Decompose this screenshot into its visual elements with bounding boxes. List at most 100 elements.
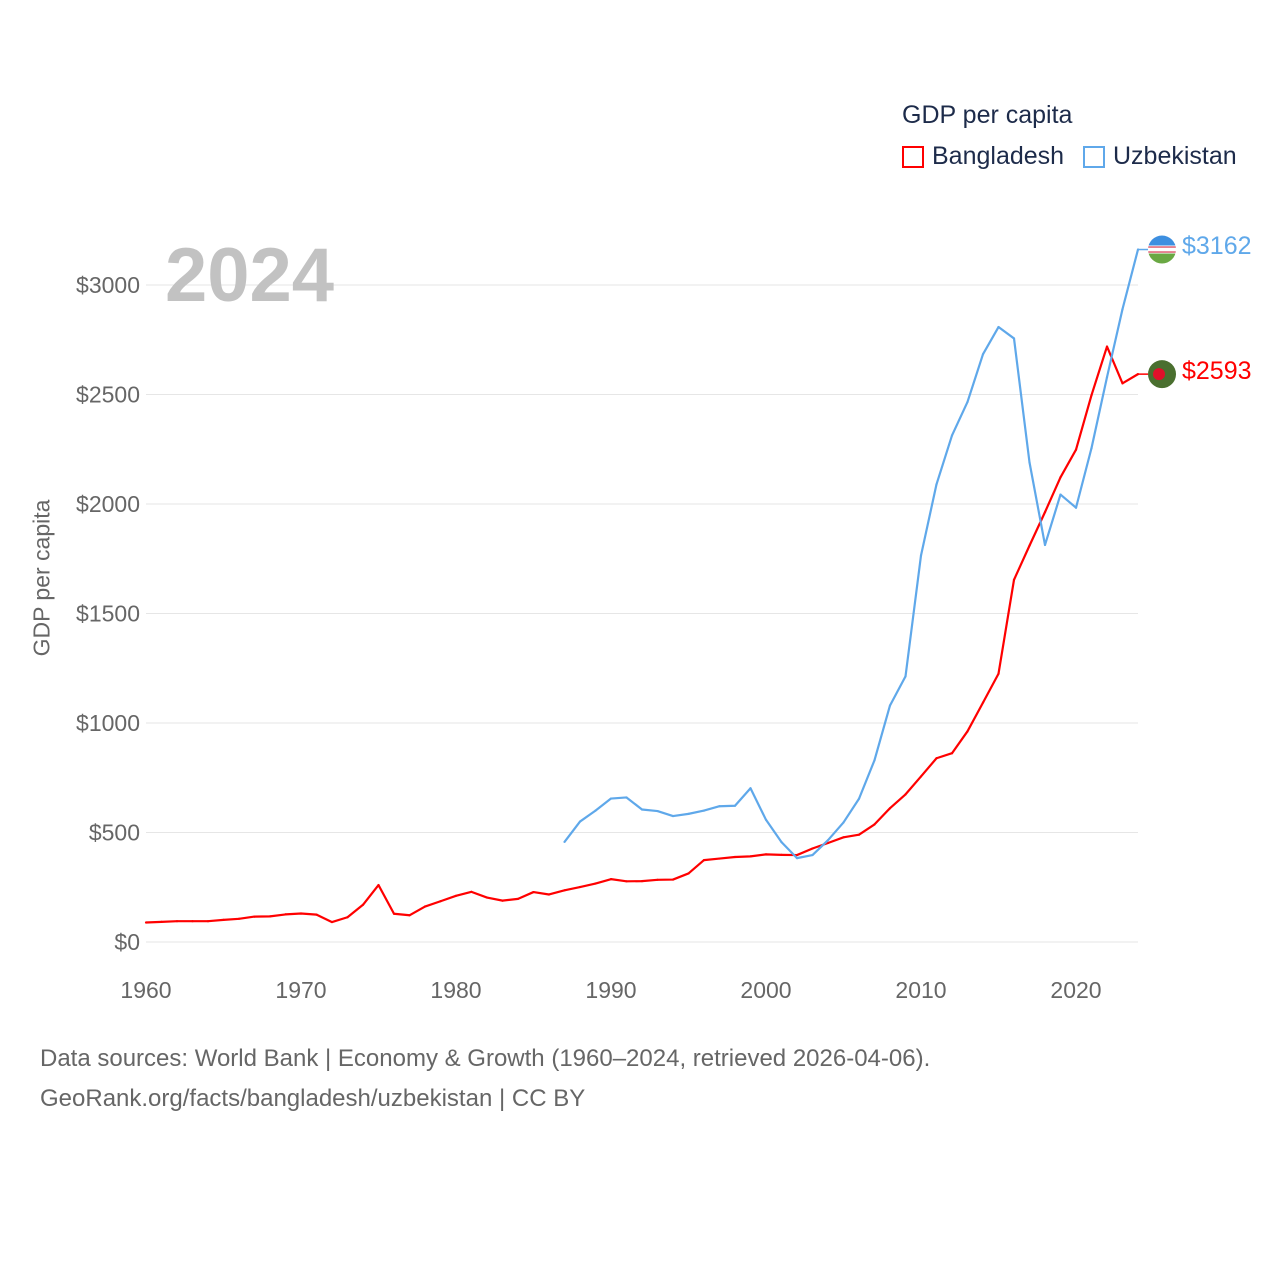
data-point (423, 905, 427, 908)
data-point (811, 853, 814, 857)
data-point (687, 872, 690, 875)
data-point (206, 920, 210, 923)
data-point (1121, 382, 1124, 385)
data-point (671, 814, 675, 818)
data-point (640, 880, 644, 883)
flag-stripe (1148, 253, 1176, 264)
data-point (656, 809, 659, 813)
data-point (780, 841, 783, 844)
data-point (144, 921, 148, 924)
x-tick-label: 1980 (430, 977, 481, 1003)
uzbekistan-flag-icon (1148, 235, 1176, 246)
legend-label: Bangladesh (932, 142, 1065, 170)
data-point (253, 915, 256, 918)
data-point (671, 878, 675, 881)
x-tick-label: 1970 (275, 977, 326, 1003)
data-point (966, 730, 969, 733)
data-point (1028, 544, 1031, 547)
data-point (501, 899, 504, 902)
y-tick-label: $2500 (76, 382, 140, 408)
x-tick-label: 2000 (740, 977, 791, 1003)
data-point (749, 855, 752, 858)
data-point (1059, 493, 1062, 496)
data-point (609, 878, 613, 881)
data-point (284, 913, 287, 916)
data-point (795, 857, 799, 860)
data-point (361, 903, 365, 906)
data-point (330, 920, 334, 924)
legend-item-uzbekistan[interactable]: Uzbekistan (1083, 142, 1237, 171)
data-point (1028, 461, 1031, 464)
y-tick-label: $2000 (76, 491, 140, 517)
data-point (547, 893, 551, 896)
end-label-uzbekistan: $3162 (1182, 232, 1252, 260)
data-point (594, 809, 597, 812)
data-point (1012, 578, 1016, 581)
data-point (578, 885, 582, 889)
data-point (857, 797, 861, 800)
data-point (904, 675, 907, 678)
data-point (919, 775, 923, 778)
data-point (733, 855, 737, 859)
x-tick-label: 1990 (585, 977, 636, 1003)
flag-disc (1153, 368, 1165, 381)
data-point (950, 434, 954, 437)
data-point (268, 915, 272, 918)
series-line-bangladesh (145, 345, 1139, 924)
data-point (408, 914, 411, 917)
data-point (1059, 476, 1062, 479)
data-point (997, 672, 1000, 675)
data-point (1105, 376, 1109, 379)
current-year-label: 2024 (165, 233, 335, 318)
data-point (392, 912, 396, 915)
end-label-bangladesh: $2593 (1182, 357, 1252, 385)
data-point (811, 847, 814, 850)
data-point (826, 839, 830, 842)
data-point (470, 890, 473, 893)
data-point (578, 820, 582, 823)
data-point (687, 812, 690, 815)
legend-swatch (902, 145, 924, 168)
data-point (1121, 307, 1124, 311)
data-point (563, 889, 566, 892)
data-point (516, 897, 520, 900)
data-point (594, 882, 597, 885)
flag-stripe (1148, 251, 1176, 253)
footer-source: Data sources: World Bank | Economy & Gro… (40, 1045, 931, 1072)
data-point (1074, 448, 1078, 451)
y-tick-label: $500 (89, 820, 140, 846)
data-point (997, 325, 1000, 329)
y-tick-label: $3000 (76, 272, 140, 298)
data-point (888, 704, 892, 707)
data-point (315, 913, 318, 916)
data-point (842, 836, 845, 839)
data-point (873, 823, 876, 826)
data-point (532, 890, 535, 894)
y-tick-label: $1000 (76, 710, 140, 736)
data-point (888, 807, 892, 810)
data-point (935, 757, 938, 760)
footer-link[interactable]: GeoRank.org/facts/bangladesh/uzbekistan … (40, 1085, 586, 1112)
data-point (237, 917, 241, 920)
legend-swatch (1083, 145, 1105, 168)
legend-title: GDP per capita (902, 101, 1073, 129)
data-point (191, 920, 194, 923)
flag-stripe (1148, 246, 1176, 248)
legend-item-bangladesh[interactable]: Bangladesh (902, 142, 1064, 171)
data-point (981, 353, 985, 356)
data-point (749, 787, 752, 790)
data-point (702, 809, 706, 812)
data-point (718, 805, 721, 808)
data-point (826, 841, 830, 845)
data-point (873, 759, 876, 762)
data-point (966, 400, 969, 404)
data-point (780, 853, 783, 856)
data-point (919, 554, 923, 557)
data-point (904, 793, 907, 796)
data-point (346, 916, 349, 919)
data-point (1074, 506, 1078, 509)
data-point (950, 752, 954, 755)
data-point (640, 808, 644, 811)
data-point (299, 912, 303, 915)
